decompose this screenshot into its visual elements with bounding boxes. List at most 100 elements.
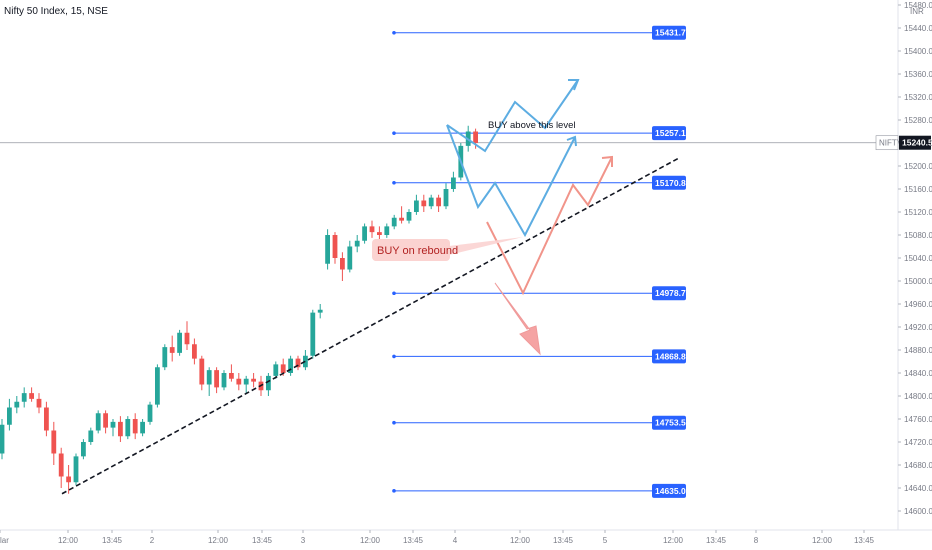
x-tick-label: 8	[754, 536, 759, 545]
candle-body	[118, 421, 123, 437]
price-axis[interactable]: 15480.00 15440.00 15400.00 15360.00 15320.00…	[875, 0, 932, 530]
candle-body	[192, 344, 197, 359]
level-badge	[652, 415, 686, 430]
candle-body	[7, 407, 12, 425]
annotations: BUY above this level BUY on rebound	[372, 120, 576, 261]
candle-body	[29, 393, 34, 399]
time-axis[interactable]: lar 12:00 13:45 2 12:00 13:45 3 12:00 13:45 4 12:0…	[0, 529, 932, 545]
candle-body	[206, 370, 212, 385]
y-tick-label: 14720.00	[904, 438, 932, 447]
y-tick-label: 15360.00	[904, 70, 932, 79]
candle-body	[103, 413, 108, 428]
candle-body	[384, 226, 390, 235]
candle-body	[310, 312, 316, 356]
level-label: 15170.85	[655, 178, 691, 188]
candle-body	[399, 217, 404, 221]
candle-body	[391, 217, 397, 227]
rebound-path	[486, 156, 613, 296]
candle-body	[273, 364, 279, 376]
candle-body	[443, 189, 449, 207]
candle-body	[332, 235, 338, 258]
x-tick-label: 12:00	[58, 536, 79, 545]
x-tick-label: 13:45	[553, 536, 574, 545]
x-tick-label: 13:45	[252, 536, 273, 545]
y-tick-label: 15000.00	[904, 277, 932, 286]
level-label: 14868.85	[655, 351, 691, 361]
level-badge	[652, 175, 686, 190]
candle-body	[377, 232, 382, 235]
candle-body	[0, 424, 5, 454]
candle-body	[251, 378, 256, 382]
candle-body	[436, 197, 441, 207]
candle-body	[406, 212, 412, 221]
y-axis-unit-label: INR	[910, 7, 924, 16]
candle-body	[243, 378, 249, 385]
candle-body	[303, 355, 308, 368]
candle-body	[199, 358, 205, 385]
level-anchor-dot	[392, 291, 396, 296]
candle-body	[325, 235, 330, 264]
candle-body	[110, 421, 116, 428]
y-tick-label: 15080.00	[904, 231, 932, 240]
y-tick-label: 15040.00	[904, 254, 932, 263]
candle-body	[236, 378, 242, 385]
candle-body	[155, 367, 160, 405]
x-tick-label: 2	[150, 536, 155, 545]
x-tick-label: 5	[603, 536, 608, 545]
candle-body	[184, 332, 190, 345]
x-tick-label: 13:45	[403, 536, 424, 545]
y-tick-label: 14840.00	[904, 369, 932, 378]
dashed-trendline	[61, 157, 679, 495]
candle-body	[36, 398, 42, 408]
candle-body	[81, 442, 86, 457]
y-tick-label: 15120.00	[904, 208, 932, 217]
candle-body	[177, 332, 182, 353]
bullish-arrowhead-upper	[568, 79, 580, 91]
candle-body	[229, 373, 234, 379]
candle-body	[95, 413, 101, 431]
chart-title: Nifty 50 Index, 15, NSE	[4, 6, 108, 17]
candle-body	[354, 240, 360, 247]
y-tick-label: 15280.00	[904, 116, 932, 125]
x-tick-label: 13:45	[102, 536, 123, 545]
x-tick-label: 13:45	[706, 536, 727, 545]
candle-body	[362, 226, 367, 241]
y-tick-label: 14680.00	[904, 461, 932, 470]
projection-paths	[446, 79, 613, 356]
level-label: 14978.70	[655, 288, 691, 298]
y-tick-label: 15400.00	[904, 47, 932, 56]
bullish-arrowhead-lower	[566, 135, 577, 147]
level-anchor-dot	[392, 30, 396, 35]
candle-body	[14, 401, 20, 408]
level-anchor-dot	[392, 420, 396, 425]
candle-body	[125, 419, 131, 437]
trendline	[61, 157, 679, 495]
candlesticks	[0, 125, 478, 494]
candle-body	[317, 309, 323, 313]
y-tick-label: 14600.00	[904, 507, 932, 516]
buy-above-label: BUY above this level	[488, 120, 576, 131]
current-price-badge	[899, 135, 931, 150]
y-tick-label: 14960.00	[904, 300, 932, 309]
level-badge	[652, 483, 686, 498]
y-tick-label: 15200.00	[904, 162, 932, 171]
candle-body	[169, 347, 175, 353]
y-tick-label: 15320.00	[904, 93, 932, 102]
symbol-tag-label: NIFTY	[879, 139, 903, 148]
level-label: 15431.75	[655, 28, 691, 38]
y-tick-label: 14880.00	[904, 346, 932, 355]
horizontal-levels: 15431.75 15257.10 15170.85 14978.70 14868.85…	[0, 25, 898, 498]
candle-body	[214, 370, 219, 388]
candle-body	[147, 404, 153, 422]
level-badge	[652, 25, 686, 40]
y-tick-label: 14640.00	[904, 484, 932, 493]
candle-body	[66, 476, 71, 483]
y-tick-label: 15480.00	[904, 1, 932, 10]
candle-body	[221, 373, 227, 388]
y-tick-label: 14760.00	[904, 415, 932, 424]
candle-body	[21, 393, 27, 402]
x-tick-label: 4	[453, 536, 458, 545]
candle-body	[340, 258, 345, 270]
candle-body	[421, 200, 427, 207]
